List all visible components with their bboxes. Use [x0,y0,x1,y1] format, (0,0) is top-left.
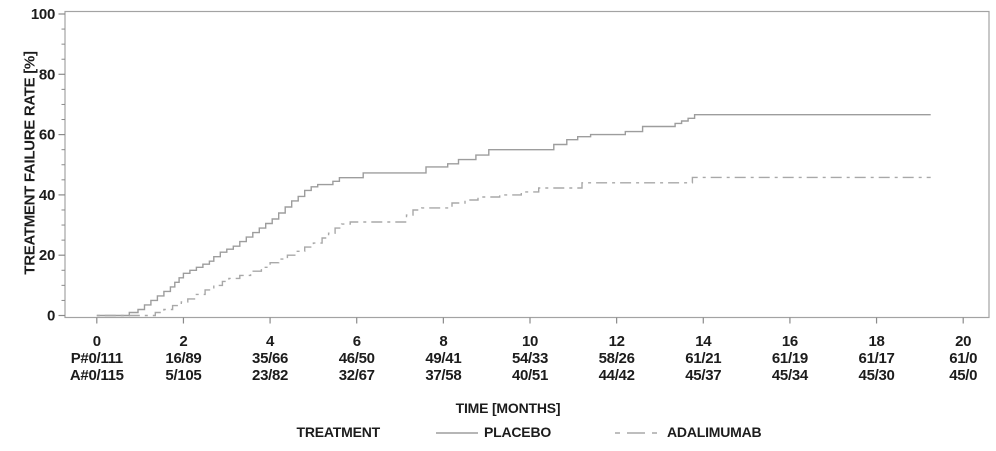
risk-cell-placebo: 61/0 [949,350,977,367]
risk-cell-adalimumab: 44/42 [599,367,635,384]
x-tick-label: 16 [782,333,798,350]
y-tick-label: 100 [31,6,55,23]
risk-cell-adalimumab: 45/30 [859,367,895,384]
risk-cell-adalimumab: 32/67 [339,367,375,384]
risk-cell-placebo: 49/41 [425,350,461,367]
y-axis-title: TREATMENT FAILURE RATE [%] [21,51,39,275]
risk-cell-adalimumab: 23/82 [252,367,288,384]
risk-cell-placebo: 35/66 [252,350,288,367]
risk-cell-placebo: 54/33 [512,350,548,367]
y-tick-label: 0 [47,308,55,325]
x-tick-label: 6 [353,333,361,350]
x-tick-label: 8 [439,333,447,350]
y-tick-label: 60 [39,127,55,144]
x-tick-label: 2 [179,333,187,350]
risk-cell-placebo: 61/21 [685,350,721,367]
risk-cell-placebo: P#0/111 [71,350,123,367]
x-tick-label: 14 [695,333,712,350]
x-tick-label: 18 [869,333,885,350]
plot-frame [64,10,990,319]
legend-label-placebo: PLACEBO [484,424,552,440]
risk-cell-placebo: 61/17 [859,350,895,367]
risk-cell-adalimumab: 5/105 [165,367,201,384]
x-axis-title: TIME [MONTHS] [455,400,561,416]
x-tick-label: 4 [266,333,275,350]
risk-cell-adalimumab: 45/37 [685,367,721,384]
y-tick-label: 80 [39,66,55,83]
legend-line-dashed-icon [615,432,657,434]
risk-cell-adalimumab: 45/34 [772,367,809,384]
risk-cell-adalimumab: 45/0 [949,367,977,384]
legend-label-adalimumab: ADALIMUMAB [667,424,762,440]
legend-title: TREATMENT [296,424,381,440]
risk-cell-placebo: 46/50 [339,350,375,367]
x-tick-label: 20 [955,333,971,350]
x-tick-label: 12 [609,333,625,350]
y-tick-label: 40 [39,187,55,204]
x-tick-label: 10 [522,333,538,350]
placebo-curve [96,114,931,317]
risk-cell-adalimumab: A#0/115 [70,367,124,384]
x-tick-label: 0 [93,333,101,350]
risk-cell-adalimumab: 40/51 [512,367,548,384]
legend-line-solid-icon [436,432,478,434]
adalimumab-curve [96,176,931,317]
risk-cell-placebo: 61/19 [772,350,808,367]
risk-cell-placebo: 16/89 [165,350,201,367]
risk-cell-adalimumab: 37/58 [425,367,461,384]
risk-cell-placebo: 58/26 [599,350,635,367]
y-tick-label: 20 [39,247,55,264]
